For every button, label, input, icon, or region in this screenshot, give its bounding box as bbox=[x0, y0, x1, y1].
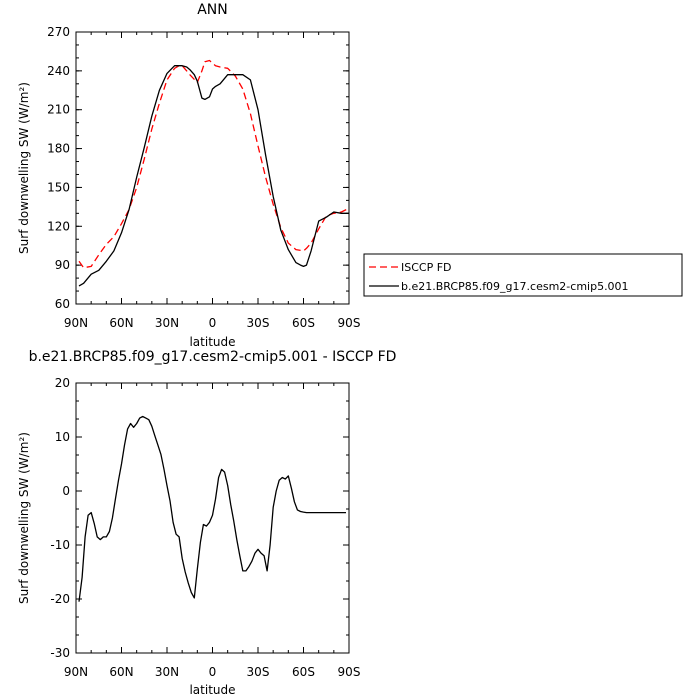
x-tick-label: 60N bbox=[109, 665, 133, 679]
plot-frame bbox=[75, 31, 350, 305]
y-tick-label: 0 bbox=[62, 484, 70, 498]
x-tick-label: 30N bbox=[155, 665, 179, 679]
x-tick-label: 60S bbox=[292, 316, 315, 330]
y-tick-label: -20 bbox=[50, 592, 70, 606]
y-axis-label: Surf downwelling SW (W/m²) bbox=[17, 82, 31, 254]
legend-box bbox=[363, 253, 683, 297]
y-tick-label: -30 bbox=[50, 646, 70, 660]
y-tick-label: 150 bbox=[47, 180, 70, 194]
x-tick-label: 30S bbox=[247, 665, 270, 679]
y-axis-label: Surf downwelling SW (W/m²) bbox=[17, 432, 31, 604]
chart-title: ANN bbox=[197, 2, 228, 18]
x-tick-label: 90S bbox=[338, 665, 361, 679]
y-tick-label: 210 bbox=[47, 103, 70, 117]
y-tick-label: 90 bbox=[55, 258, 70, 272]
series-line-1 bbox=[78, 65, 349, 287]
x-tick-label: 60N bbox=[109, 316, 133, 330]
x-tick-label: 60S bbox=[292, 665, 315, 679]
y-tick-label: 20 bbox=[55, 376, 70, 390]
top-chart-panel: 90N 60N 30N 0 30S 60S 90S 60 90 120 150 180 210 240 27… bbox=[17, 2, 683, 349]
y-tick-label: -10 bbox=[50, 538, 70, 552]
x-tick-label: 0 bbox=[209, 316, 217, 330]
x-axis-label: latitude bbox=[189, 683, 235, 697]
y-tick-label: 60 bbox=[55, 297, 70, 311]
x-axis-label: latitude bbox=[189, 335, 235, 349]
plot-frame bbox=[75, 382, 350, 654]
legend-label-1: b.e21.BRCP85.f09_g17.cesm2-cmip5.001 bbox=[401, 280, 629, 293]
x-tick-label: 90N bbox=[64, 316, 88, 330]
y-tick-label: 180 bbox=[47, 142, 70, 156]
legend-label-0: ISCCP FD bbox=[401, 261, 452, 274]
y-tick-label: 270 bbox=[47, 25, 70, 39]
legend: ISCCP FD b.e21.BRCP85.f09_g17.cesm2-cmip5… bbox=[363, 253, 683, 297]
y-tick-label: 120 bbox=[47, 219, 70, 233]
y-tick-label: 10 bbox=[55, 430, 70, 444]
x-tick-label: 30N bbox=[155, 316, 179, 330]
x-tick-label: 90S bbox=[338, 316, 361, 330]
x-tick-label: 30S bbox=[247, 316, 270, 330]
y-tick-label: 240 bbox=[47, 64, 70, 78]
bottom-chart-panel: 90N 60N 30N 0 30S 60S 90S -30 -20 -10 0 10 20 b.e21.B… bbox=[17, 349, 396, 697]
x-tick-label: 90N bbox=[64, 665, 88, 679]
series-line-0 bbox=[78, 59, 350, 269]
series-line-0 bbox=[78, 415, 346, 602]
x-tick-label: 0 bbox=[209, 665, 217, 679]
chart-title: b.e21.BRCP85.f09_g17.cesm2-cmip5.001 - I… bbox=[29, 349, 397, 365]
